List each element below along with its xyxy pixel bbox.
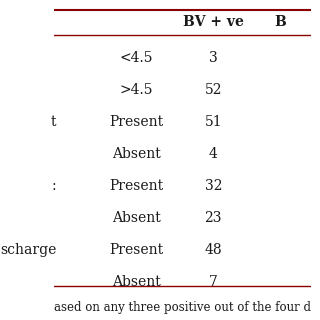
Text: 23: 23 bbox=[204, 211, 222, 225]
Text: 3: 3 bbox=[209, 51, 218, 65]
Text: Absent: Absent bbox=[112, 275, 161, 289]
Text: 32: 32 bbox=[204, 179, 222, 193]
Text: <4.5: <4.5 bbox=[119, 51, 153, 65]
Text: 48: 48 bbox=[204, 243, 222, 257]
Text: :: : bbox=[52, 179, 56, 193]
Text: B: B bbox=[274, 15, 286, 29]
Text: t: t bbox=[51, 115, 56, 129]
Text: Present: Present bbox=[109, 243, 163, 257]
Text: 4: 4 bbox=[209, 147, 218, 161]
Text: BV + ve: BV + ve bbox=[183, 15, 244, 29]
Text: 52: 52 bbox=[204, 83, 222, 97]
Text: Present: Present bbox=[109, 115, 163, 129]
Text: ased on any three positive out of the four d: ased on any three positive out of the fo… bbox=[54, 301, 311, 314]
Text: >4.5: >4.5 bbox=[119, 83, 153, 97]
Text: Absent: Absent bbox=[112, 211, 161, 225]
Text: scharge: scharge bbox=[0, 243, 56, 257]
Text: Absent: Absent bbox=[112, 147, 161, 161]
Text: 51: 51 bbox=[204, 115, 222, 129]
Text: Present: Present bbox=[109, 179, 163, 193]
Text: 7: 7 bbox=[209, 275, 218, 289]
